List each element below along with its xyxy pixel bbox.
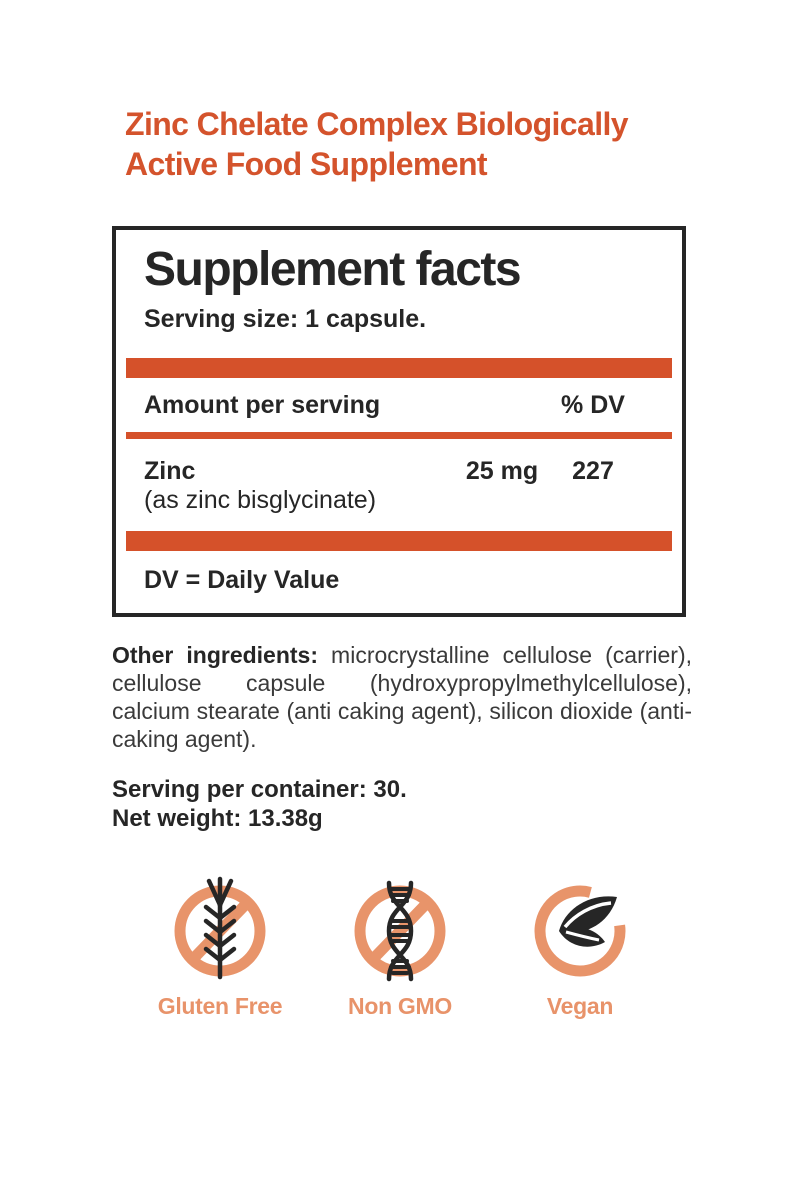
other-ingredients-text: microcrystalline cellulose (carrier), ce… bbox=[112, 642, 692, 752]
divider-line-header bbox=[126, 432, 672, 439]
nutrient-detail: (as zinc bisglycinate) bbox=[144, 486, 377, 514]
table-header-row: Amount per serving % DV bbox=[144, 390, 629, 420]
column-header-dv: % DV bbox=[561, 391, 625, 419]
serving-per-container-text: Serving per container: 30. bbox=[112, 776, 407, 803]
nutrient-dv: 227 bbox=[572, 457, 614, 485]
badge-gluten-free-label: Gluten Free bbox=[157, 993, 283, 1019]
badge-non-gmo: Non GMO bbox=[325, 869, 475, 1020]
gluten-free-wheat-crossed-icon bbox=[174, 876, 266, 980]
divider-bar-top bbox=[126, 358, 672, 378]
certification-badges-row: Gluten Free Non GMO bbox=[0, 869, 800, 1020]
badge-vegan: Vegan bbox=[505, 869, 655, 1020]
supplement-label-page: { "colors": { "accent_orange": "#d4532c"… bbox=[0, 104, 800, 1195]
divider-bar-bottom bbox=[126, 531, 672, 551]
vegan-leaves-icon bbox=[534, 885, 626, 977]
net-weight-text: Net weight: 13.38g bbox=[112, 805, 323, 832]
product-title-line-2: Active Food Supplement bbox=[125, 146, 488, 182]
serving-info-block: Serving per container: 30. Net weight: 1… bbox=[112, 775, 800, 833]
column-header-amount: Amount per serving bbox=[144, 391, 381, 419]
product-title: Zinc Chelate Complex Biologically Active… bbox=[125, 104, 780, 184]
badge-gluten-free: Gluten Free bbox=[145, 869, 295, 1020]
nutrient-amount: 25 mg bbox=[465, 457, 539, 485]
other-ingredients-label: Other ingredients: bbox=[112, 642, 319, 668]
dv-footnote: DV = Daily Value bbox=[144, 566, 340, 594]
supplement-facts-heading: Supplement facts bbox=[144, 243, 522, 296]
badge-non-gmo-label: Non GMO bbox=[348, 993, 452, 1019]
table-row: Zinc (as zinc bisglycinate) 25 mg 227 bbox=[144, 457, 629, 515]
badge-vegan-label: Vegan bbox=[546, 993, 614, 1019]
nutrient-name: Zinc bbox=[144, 457, 196, 485]
other-ingredients-paragraph: Other ingredients: microcrystalline cell… bbox=[112, 641, 692, 753]
serving-size-text: Serving size: 1 capsule. bbox=[144, 305, 427, 333]
supplement-facts-panel: Supplement facts Serving size: 1 capsule… bbox=[112, 226, 686, 617]
product-title-line-1: Zinc Chelate Complex Biologically bbox=[125, 106, 629, 142]
non-gmo-dna-crossed-icon bbox=[354, 880, 446, 982]
nutrient-name-cell: Zinc (as zinc bisglycinate) bbox=[144, 457, 447, 515]
